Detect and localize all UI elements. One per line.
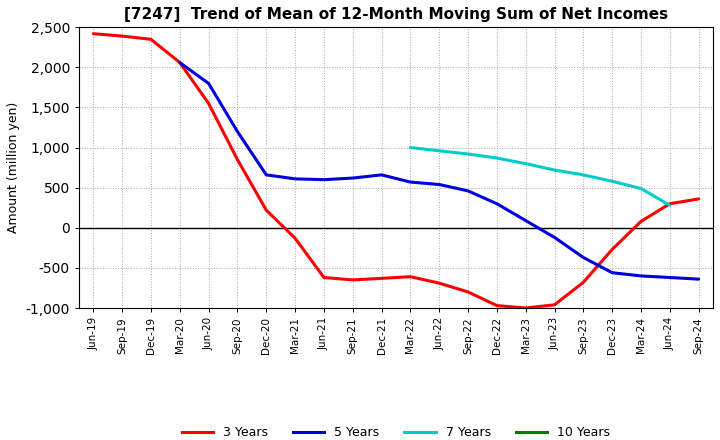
Legend: 3 Years, 5 Years, 7 Years, 10 Years: 3 Years, 5 Years, 7 Years, 10 Years — [177, 421, 615, 440]
Y-axis label: Amount (million yen): Amount (million yen) — [7, 102, 20, 233]
Title: [7247]  Trend of Mean of 12-Month Moving Sum of Net Incomes: [7247] Trend of Mean of 12-Month Moving … — [124, 7, 668, 22]
